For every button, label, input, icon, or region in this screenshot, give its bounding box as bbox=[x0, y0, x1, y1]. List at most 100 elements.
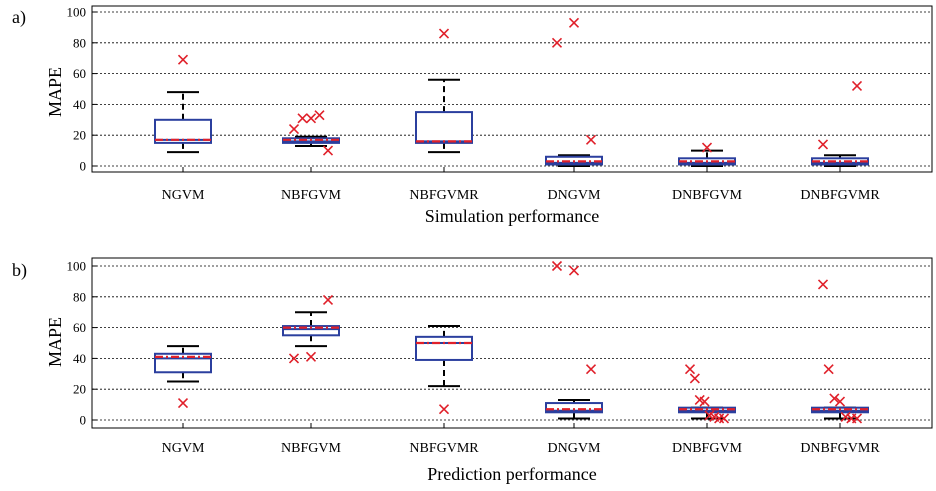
outlier-marker bbox=[288, 353, 300, 364]
outlier-stroke bbox=[684, 364, 696, 375]
panel-a-ytick-label: 20 bbox=[73, 128, 86, 143]
panel-b: b) MAPE Prediction performance 0 20 40 60 80… bbox=[12, 257, 933, 484]
panel-b-box-nbfgvm bbox=[282, 294, 340, 364]
outlier-marker bbox=[829, 393, 840, 404]
outlier-marker bbox=[701, 142, 713, 153]
outlier-marker bbox=[568, 265, 580, 276]
outlier-marker bbox=[684, 364, 696, 375]
panel-a-box-dngvm bbox=[545, 17, 603, 167]
outlier-stroke bbox=[568, 265, 580, 276]
outlier-marker bbox=[851, 413, 863, 424]
outlier-stroke bbox=[322, 294, 334, 305]
outlier-marker bbox=[438, 404, 450, 415]
panel-a-category-label: DNGVM bbox=[548, 188, 601, 203]
outlier-stroke bbox=[177, 397, 189, 409]
outlier-stroke bbox=[699, 396, 710, 407]
iqr-box bbox=[415, 335, 473, 361]
outlier-marker bbox=[322, 294, 334, 305]
outlier-stroke bbox=[817, 279, 829, 290]
outlier-marker bbox=[718, 413, 730, 424]
panel-b-ytick-label: 40 bbox=[73, 351, 86, 366]
outlier-marker bbox=[585, 134, 597, 145]
panel-a-box-dnbfgvmr bbox=[811, 80, 869, 167]
panel-a-category-label: NBFGVM bbox=[281, 188, 341, 203]
outlier-marker bbox=[823, 364, 834, 375]
panel-a-category-label: NGVM bbox=[162, 188, 205, 203]
outlier-stroke bbox=[585, 364, 597, 375]
outlier-stroke bbox=[701, 142, 713, 153]
panel-b-ytick-label: 0 bbox=[80, 413, 87, 428]
outlier-marker bbox=[297, 113, 308, 124]
outlier-stroke bbox=[709, 411, 720, 422]
outlier-stroke bbox=[817, 139, 829, 150]
outlier-stroke bbox=[288, 353, 300, 364]
outlier-stroke bbox=[305, 113, 317, 124]
panel-a-category-label: DNBFGVM bbox=[672, 188, 743, 203]
panel-a-ytick-label: 60 bbox=[73, 66, 86, 81]
iqr-box bbox=[545, 402, 603, 414]
outlier-marker bbox=[817, 139, 829, 150]
outlier-stroke bbox=[551, 37, 563, 48]
outlier-stroke bbox=[322, 145, 334, 156]
panel-a-ytick-label: 100 bbox=[67, 5, 87, 20]
panel-b-box-dngvm bbox=[545, 260, 603, 420]
panel-a-ytick-label: 80 bbox=[73, 35, 86, 50]
outlier-stroke bbox=[689, 373, 700, 384]
outlier-stroke bbox=[305, 351, 317, 362]
panel-a-ytick-label: 0 bbox=[80, 159, 87, 174]
outlier-stroke bbox=[585, 134, 597, 145]
panel-a-xlabel: Simulation performance bbox=[425, 206, 599, 226]
outlier-stroke bbox=[551, 260, 563, 272]
outlier-marker bbox=[438, 28, 450, 39]
panel-b-xlabel: Prediction performance bbox=[427, 464, 596, 484]
outlier-stroke bbox=[438, 28, 450, 39]
outlier-stroke bbox=[834, 396, 846, 407]
panel-b-box-nbfgvmr bbox=[415, 325, 473, 415]
outlier-marker bbox=[817, 279, 829, 290]
outlier-stroke bbox=[718, 413, 730, 424]
outlier-stroke bbox=[714, 413, 725, 424]
panel-b-ylabel: MAPE bbox=[45, 317, 65, 367]
panel-a-label: a) bbox=[12, 7, 26, 28]
panel-b-ytick-label: 100 bbox=[67, 259, 87, 274]
panel-b-box-dnbfgvmr bbox=[811, 279, 869, 424]
outlier-marker bbox=[568, 17, 580, 28]
outlier-marker bbox=[585, 364, 597, 375]
panel-b-plot-area: 0 20 40 60 80 100 NGVM NBFGVM NBFGVMR DNGVM DNBFGV… bbox=[67, 257, 933, 456]
panel-b-ytick-label: 80 bbox=[73, 289, 86, 304]
outlier-marker bbox=[689, 373, 700, 384]
outlier-marker bbox=[551, 37, 563, 48]
panel-a: a) MAPE Simulation performance 0 20 40 60 80… bbox=[12, 5, 933, 226]
panel-a-box-ngvm bbox=[154, 54, 212, 154]
panel-a-category-label: DNBFGVMR bbox=[800, 188, 880, 203]
panel-a-ylabel: MAPE bbox=[45, 67, 65, 117]
panel-b-category-label: NBFGVMR bbox=[409, 441, 479, 456]
panel-b-ytick-label: 60 bbox=[73, 320, 86, 335]
panel-a-box-dnbfgvm bbox=[678, 142, 736, 167]
panel-a-ytick-label: 40 bbox=[73, 97, 86, 112]
outlier-stroke bbox=[568, 17, 580, 28]
outlier-stroke bbox=[851, 80, 863, 91]
panel-b-category-label: NBFGVM bbox=[281, 441, 341, 456]
outlier-marker bbox=[714, 413, 725, 424]
panel-b-label: b) bbox=[12, 260, 27, 281]
outlier-stroke bbox=[840, 411, 851, 422]
outlier-marker bbox=[305, 113, 317, 124]
outlier-stroke bbox=[297, 113, 308, 124]
outlier-marker bbox=[288, 123, 300, 135]
panel-a-box-nbfgvmr bbox=[415, 28, 473, 154]
panel-a-category-label: NBFGVMR bbox=[409, 188, 479, 203]
outlier-stroke bbox=[314, 110, 325, 121]
outlier-marker bbox=[322, 145, 334, 156]
outlier-stroke bbox=[177, 54, 189, 65]
outlier-stroke bbox=[851, 413, 863, 424]
outlier-marker bbox=[699, 396, 710, 407]
outlier-stroke bbox=[829, 393, 840, 404]
iqr-box bbox=[282, 325, 340, 337]
outlier-marker bbox=[551, 260, 563, 272]
panel-b-box-dnbfgvm bbox=[678, 364, 736, 424]
panel-b-category-label: DNGVM bbox=[548, 441, 601, 456]
panel-b-category-label: DNBFGVM bbox=[672, 441, 743, 456]
outlier-marker bbox=[834, 396, 846, 407]
